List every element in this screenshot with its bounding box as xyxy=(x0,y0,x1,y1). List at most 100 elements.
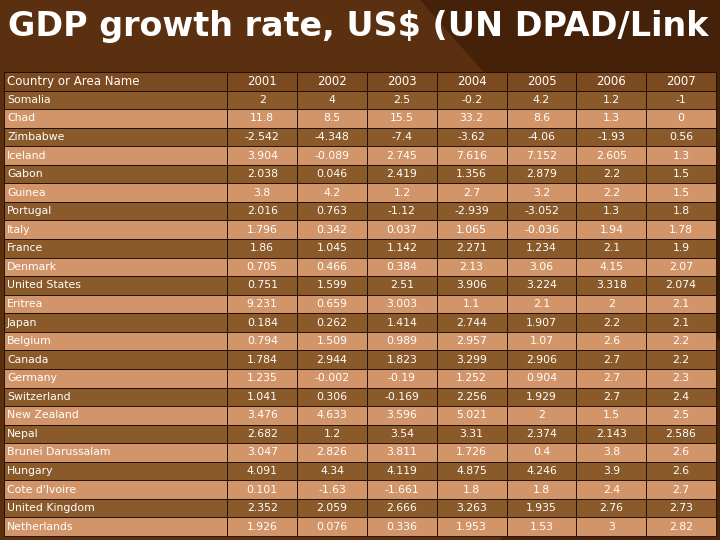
Text: -1.661: -1.661 xyxy=(384,484,419,495)
Text: 2.1: 2.1 xyxy=(672,318,690,328)
Bar xyxy=(367,239,437,258)
Bar xyxy=(367,276,437,295)
Bar xyxy=(646,369,716,388)
Text: 3.8: 3.8 xyxy=(603,448,620,457)
Text: 1.509: 1.509 xyxy=(317,336,348,346)
Text: 1.9: 1.9 xyxy=(672,244,690,253)
Bar xyxy=(646,332,716,350)
Text: 2.6: 2.6 xyxy=(603,336,620,346)
Text: 3: 3 xyxy=(608,522,615,532)
Text: Somalia: Somalia xyxy=(7,95,50,105)
Text: 2.666: 2.666 xyxy=(387,503,418,513)
Bar xyxy=(228,91,297,109)
Text: -2.542: -2.542 xyxy=(245,132,279,142)
Text: 2.7: 2.7 xyxy=(672,484,690,495)
Text: 1.823: 1.823 xyxy=(387,355,418,365)
Text: Netherlands: Netherlands xyxy=(7,522,73,532)
Text: 2.038: 2.038 xyxy=(247,169,278,179)
Bar xyxy=(297,406,367,424)
Bar xyxy=(437,332,507,350)
Bar xyxy=(577,295,646,313)
Text: 3.906: 3.906 xyxy=(456,280,487,291)
Bar xyxy=(4,258,228,276)
Text: 2002: 2002 xyxy=(318,75,347,88)
Text: 2006: 2006 xyxy=(596,75,626,88)
Text: 1.2: 1.2 xyxy=(393,187,410,198)
Bar xyxy=(577,239,646,258)
Bar xyxy=(4,220,228,239)
Bar xyxy=(297,369,367,388)
Polygon shape xyxy=(350,140,720,340)
Text: 2004: 2004 xyxy=(456,75,487,88)
Bar xyxy=(228,202,297,220)
Text: GDP growth rate, US$ (UN DPAD/Link estimates): GDP growth rate, US$ (UN DPAD/Link estim… xyxy=(8,10,720,43)
Bar xyxy=(297,499,367,517)
Text: 2.5: 2.5 xyxy=(672,410,690,420)
Bar xyxy=(507,127,577,146)
Bar xyxy=(507,220,577,239)
Text: 2005: 2005 xyxy=(526,75,557,88)
Text: -3.052: -3.052 xyxy=(524,206,559,216)
Bar xyxy=(297,184,367,202)
Bar xyxy=(4,388,228,406)
Text: 1.926: 1.926 xyxy=(247,522,278,532)
Bar xyxy=(577,350,646,369)
Text: 1.3: 1.3 xyxy=(603,206,620,216)
Bar xyxy=(297,258,367,276)
Text: United Kingdom: United Kingdom xyxy=(7,503,95,513)
Text: 1.94: 1.94 xyxy=(599,225,624,235)
Text: 0: 0 xyxy=(678,113,685,124)
Bar xyxy=(577,462,646,480)
Text: 3.06: 3.06 xyxy=(529,262,554,272)
Text: Chad: Chad xyxy=(7,113,35,124)
Bar xyxy=(4,443,228,462)
Bar xyxy=(297,424,367,443)
Text: 2.906: 2.906 xyxy=(526,355,557,365)
Bar xyxy=(297,480,367,499)
Text: 3.224: 3.224 xyxy=(526,280,557,291)
Bar xyxy=(507,91,577,109)
Text: 0.56: 0.56 xyxy=(669,132,693,142)
Text: 1.065: 1.065 xyxy=(456,225,487,235)
Text: 4.633: 4.633 xyxy=(317,410,348,420)
Bar xyxy=(367,332,437,350)
Bar xyxy=(297,517,367,536)
Bar xyxy=(437,499,507,517)
Bar xyxy=(4,499,228,517)
Text: 3.003: 3.003 xyxy=(387,299,418,309)
Bar xyxy=(297,165,367,184)
Text: 1.07: 1.07 xyxy=(529,336,554,346)
Text: 1.356: 1.356 xyxy=(456,169,487,179)
Bar xyxy=(4,72,228,91)
Bar xyxy=(507,313,577,332)
Bar xyxy=(507,165,577,184)
Text: 2.059: 2.059 xyxy=(317,503,348,513)
Bar xyxy=(297,220,367,239)
Text: 2.7: 2.7 xyxy=(603,355,620,365)
Bar xyxy=(577,480,646,499)
Bar xyxy=(367,517,437,536)
Text: -0.19: -0.19 xyxy=(388,373,416,383)
Text: 0.904: 0.904 xyxy=(526,373,557,383)
Bar xyxy=(437,350,507,369)
Text: 2.586: 2.586 xyxy=(666,429,696,439)
Text: 1.784: 1.784 xyxy=(247,355,278,365)
Text: 4.119: 4.119 xyxy=(387,466,418,476)
Bar xyxy=(507,184,577,202)
Text: 9.231: 9.231 xyxy=(247,299,278,309)
Bar xyxy=(437,480,507,499)
Bar xyxy=(297,91,367,109)
Text: -2.939: -2.939 xyxy=(454,206,489,216)
Bar xyxy=(577,388,646,406)
Bar xyxy=(228,165,297,184)
Text: 1.045: 1.045 xyxy=(317,244,348,253)
Text: 1.599: 1.599 xyxy=(317,280,348,291)
Bar xyxy=(4,276,228,295)
Bar xyxy=(646,313,716,332)
Bar xyxy=(577,258,646,276)
Text: 2.419: 2.419 xyxy=(387,169,418,179)
Text: 1.3: 1.3 xyxy=(603,113,620,124)
Bar xyxy=(367,91,437,109)
Text: 1.726: 1.726 xyxy=(456,448,487,457)
Text: 2.879: 2.879 xyxy=(526,169,557,179)
